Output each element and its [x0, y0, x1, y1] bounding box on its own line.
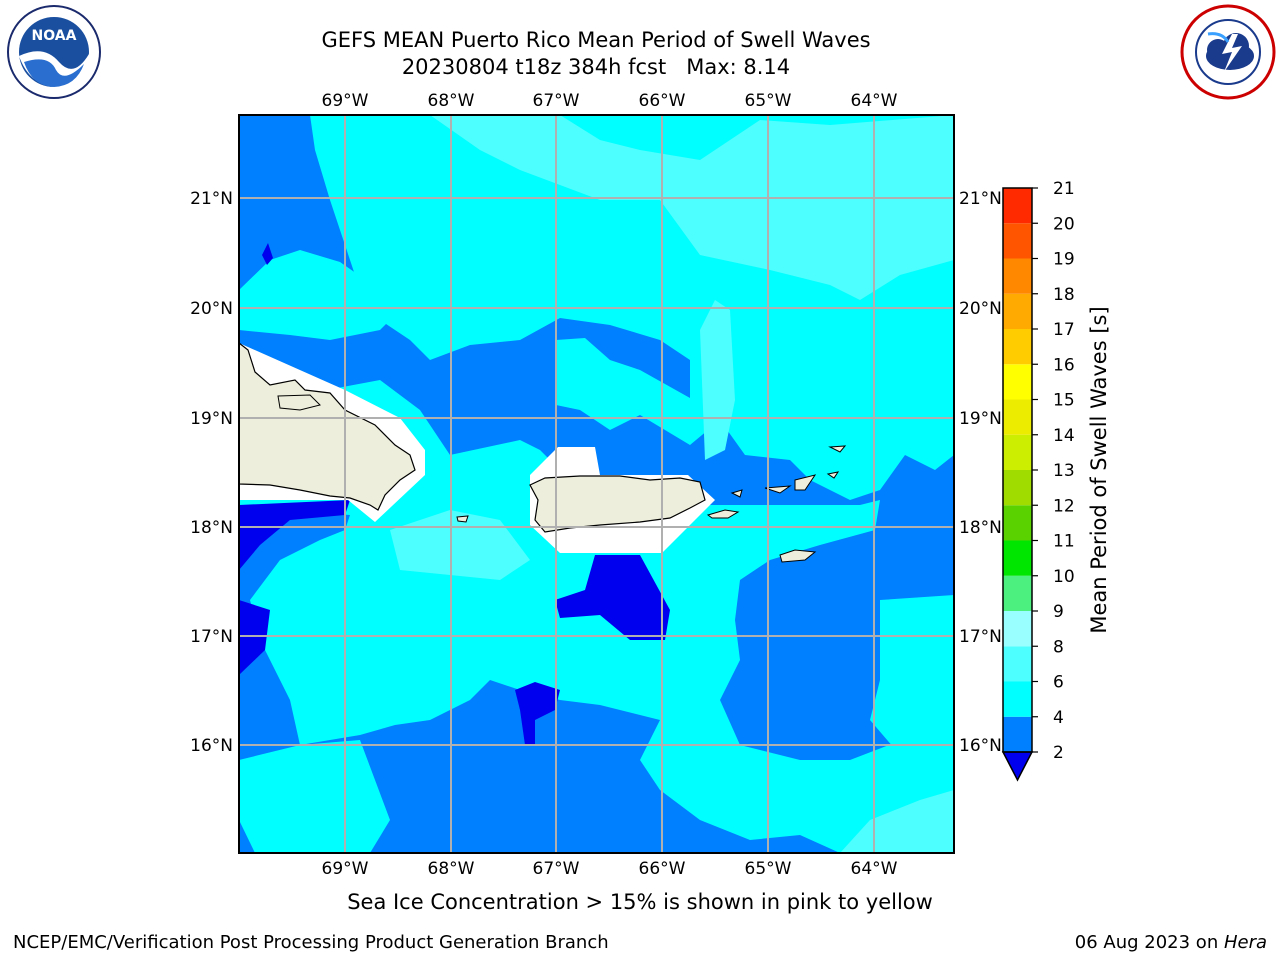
lat-label: 20°N — [959, 299, 1002, 319]
colorbar-bin — [1003, 399, 1032, 435]
colorbar-bin — [1003, 505, 1032, 541]
colorbar-bin — [1003, 681, 1032, 717]
lon-label: 68°W — [428, 91, 475, 111]
colorbar-tick-label: 15 — [1053, 391, 1075, 411]
colorbar-bin — [1003, 575, 1032, 611]
colorbar-tick-label: 2 — [1053, 743, 1064, 763]
land-islet-3 — [706, 509, 740, 519]
lat-labels-left: 21°N 20°N 19°N 18°N 17°N 16°N — [190, 189, 233, 756]
colorbar-bin — [1003, 611, 1032, 647]
nws-logo-icon — [1178, 4, 1278, 100]
lat-label: 17°N — [959, 627, 1002, 647]
lon-label: 67°W — [533, 91, 580, 111]
contour-lightcyan — [430, 115, 954, 300]
colorbar-tick-label: 10 — [1053, 567, 1075, 587]
colorbar: 2 4 6 8 9 10 11 12 13 14 15 16 17 18 19 20 21 — [1001, 179, 1075, 782]
map-subtitle: 20230804 t18z 384h fcst Max: 8.14 — [401, 55, 791, 79]
footer-credit: NCEP/EMC/Verification Post Processing Pr… — [13, 932, 609, 953]
land-islet-2 — [456, 515, 469, 523]
colorbar-bin — [1003, 258, 1032, 294]
colorbar-bin — [1003, 434, 1032, 470]
lat-label: 17°N — [190, 627, 233, 647]
colorbar-bin — [1003, 188, 1032, 224]
land-hispaniola — [239, 342, 416, 511]
colorbar-bin — [1003, 646, 1032, 682]
colorbar-tick-label: 20 — [1053, 214, 1075, 234]
colorbar-tick-label: 14 — [1053, 426, 1075, 446]
lat-label: 18°N — [959, 518, 1002, 538]
footer-date: 06 Aug 2023 on Hera — [1075, 932, 1267, 953]
colorbar-bin — [1003, 293, 1032, 329]
lon-label: 64°W — [851, 91, 898, 111]
colorbar-tick-label: 8 — [1053, 637, 1064, 657]
lon-label: 69°W — [322, 859, 369, 879]
colorbar-tick-label: 18 — [1053, 285, 1075, 305]
contour-lightcyan-2 — [700, 300, 735, 460]
lat-label: 19°N — [959, 409, 1002, 429]
land-islet-4 — [730, 489, 743, 498]
lon-labels-top: 69°W 68°W 67°W 66°W 65°W 64°W — [322, 91, 898, 111]
colorbar-tick-label: 13 — [1053, 461, 1075, 481]
footer-host: Hera — [1223, 932, 1267, 953]
lon-label: 66°W — [639, 91, 686, 111]
colorbar-tick-label: 9 — [1053, 602, 1064, 622]
colorbar-extend-arrow — [1001, 751, 1034, 782]
colorbar-label: Mean Period of Swell Waves [s] — [1087, 306, 1111, 633]
land-islet-8 — [828, 445, 847, 453]
colorbar-tick-label: 17 — [1053, 320, 1075, 340]
sea-ice-note: Sea Ice Concentration > 15% is shown in … — [347, 890, 933, 914]
colorbar-tick-label: 6 — [1053, 673, 1064, 693]
lat-label: 21°N — [190, 189, 233, 209]
colorbar-bin — [1003, 470, 1032, 506]
lon-label: 64°W — [851, 859, 898, 879]
contour-lightcyan-4 — [840, 790, 954, 853]
contour-cyan-southeast — [870, 595, 954, 755]
colorbar-bin — [1003, 364, 1032, 400]
graticule — [239, 115, 954, 853]
lon-labels-bottom: 69°W 68°W 67°W 66°W 65°W 64°W — [322, 859, 898, 879]
colorbar-tick-label: 16 — [1053, 355, 1075, 375]
land-islet-7 — [826, 471, 840, 479]
colorbar-tick-label: 11 — [1053, 532, 1075, 552]
footer-date-text: 06 Aug 2023 on — [1074, 932, 1224, 953]
colorbar-tick-label: 19 — [1053, 250, 1075, 270]
colorbar-tick-label: 12 — [1053, 496, 1075, 516]
noaa-logo-icon: NOAA — [4, 4, 104, 100]
lat-labels-right: 21°N 20°N 19°N 18°N 17°N 16°N — [959, 189, 1002, 756]
contour-cyan-northwest — [239, 250, 400, 340]
lat-label: 20°N — [190, 299, 233, 319]
land-islet-5 — [764, 485, 792, 494]
lon-label: 67°W — [533, 859, 580, 879]
colorbar-tick-label: 21 — [1053, 179, 1075, 199]
contour-deepblue-2 — [239, 600, 270, 675]
land-islet-6 — [794, 474, 817, 491]
contour-deepblue-5 — [262, 243, 273, 265]
contour-deepblue-3 — [555, 555, 670, 640]
contour-cyan-west — [239, 380, 954, 853]
lon-label: 65°W — [745, 859, 792, 879]
colorbar-bin — [1003, 540, 1032, 576]
map-frame — [238, 114, 955, 854]
colorbar-tick-label: 4 — [1053, 708, 1064, 728]
contour-deepblue-4 — [515, 682, 560, 745]
colorbar-bin — [1003, 223, 1032, 259]
map-title: GEFS MEAN Puerto Rico Mean Period of Swe… — [321, 28, 871, 52]
colorbar-bin — [1003, 716, 1032, 752]
lat-label: 21°N — [959, 189, 1002, 209]
lon-label: 68°W — [428, 859, 475, 879]
lon-label: 66°W — [639, 859, 686, 879]
noaa-logo-text: NOAA — [32, 28, 77, 44]
land-islet-1 — [277, 394, 321, 411]
lon-label: 65°W — [745, 91, 792, 111]
lat-label: 18°N — [190, 518, 233, 538]
colorbar-bin — [1003, 329, 1032, 365]
lat-label: 16°N — [190, 736, 233, 756]
contour-deepblue-1 — [239, 500, 350, 570]
lon-label: 69°W — [322, 91, 369, 111]
lat-label: 16°N — [959, 736, 1002, 756]
land-islet-9 — [779, 549, 817, 563]
lat-label: 19°N — [190, 409, 233, 429]
contour-cyan-southwest — [239, 740, 390, 853]
